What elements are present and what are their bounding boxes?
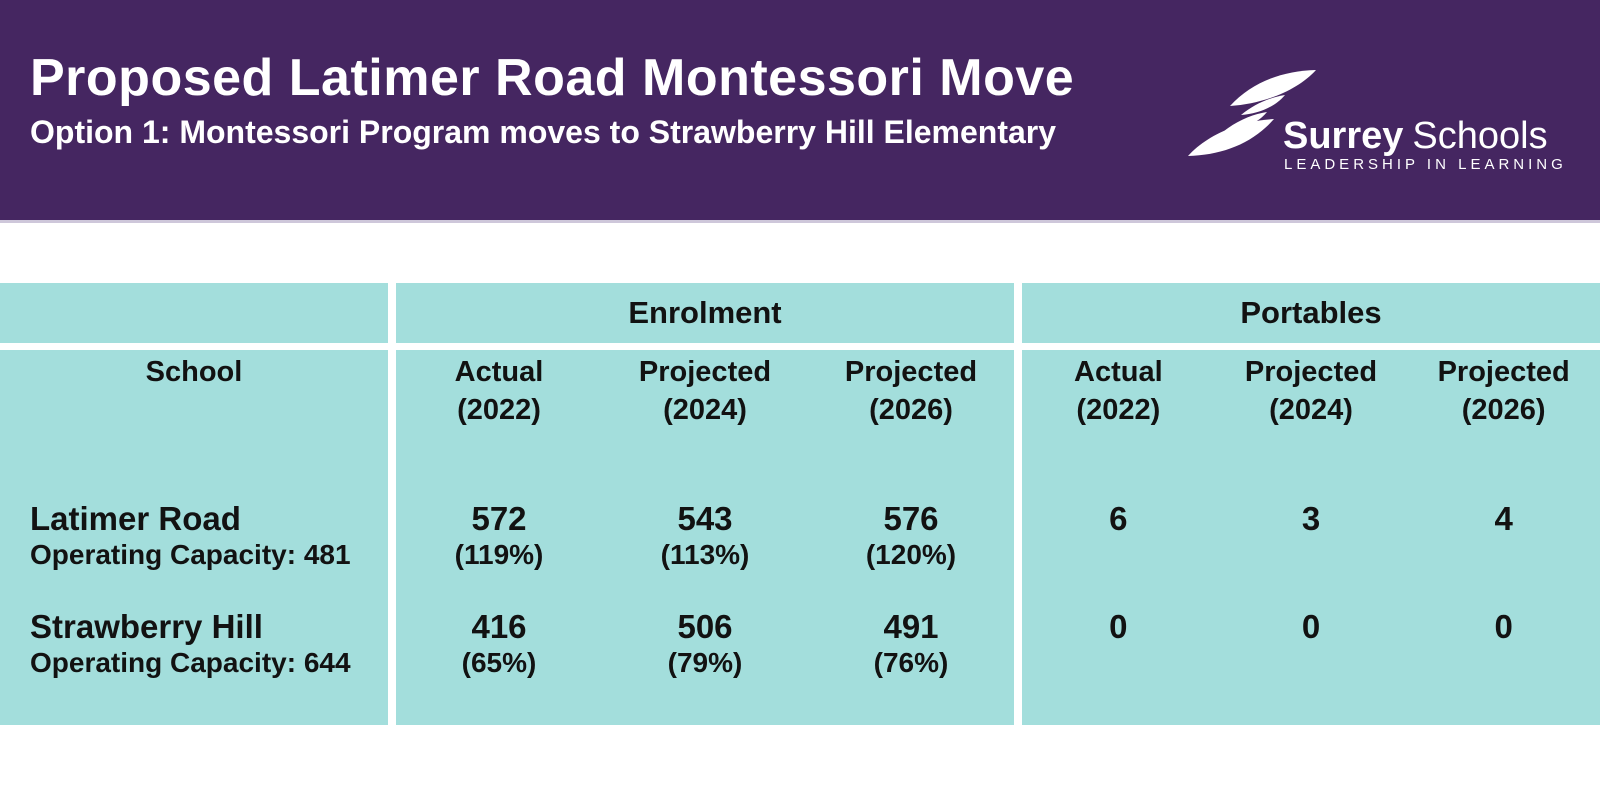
enrolment-percent: (120%)	[865, 539, 957, 570]
column-header-line2: (2022)	[457, 394, 541, 426]
spacer	[1215, 429, 1408, 500]
portables-cell: 0	[1022, 608, 1215, 680]
enrolment-value: 506	[677, 608, 733, 645]
spacer	[1407, 429, 1600, 500]
enrolment-percent: (79%)	[667, 647, 743, 678]
portables-group-body: Actual (2022) 6 0 Projected (2024)	[1022, 350, 1600, 725]
capacity-label: Operating Capacity: 481	[30, 539, 351, 570]
school-column: School Latimer Road Operating Capacity: …	[0, 350, 388, 725]
spacer	[1022, 572, 1215, 608]
leaf-swoosh-icon	[1188, 70, 1316, 156]
enrolment-col-actual-2022: Actual (2022) 572 (119%) 416 (65%)	[396, 350, 602, 725]
column-header-line1: Projected	[844, 356, 978, 388]
group-header-enrolment: Enrolment	[396, 283, 1014, 343]
table-row-school-latimer: Latimer Road Operating Capacity: 481	[0, 500, 388, 572]
spacer	[1022, 429, 1215, 500]
enrolment-group-body: Actual (2022) 572 (119%) 416 (65%) Proje…	[396, 350, 1014, 725]
enrolment-value: 543	[677, 500, 733, 537]
spacer	[1215, 572, 1408, 608]
enrolment-portables-table: Enrolment Portables School Latimer Road …	[0, 283, 1600, 725]
portables-empty-line	[1407, 538, 1600, 572]
enrolment-col-projected-2026: Projected (2026) 576 (120%) 491 (76%)	[808, 350, 1014, 725]
group-header-school-spacer-cell	[0, 283, 388, 343]
column-header: Actual (2022)	[1022, 353, 1215, 429]
column-header-line1: Actual	[1074, 356, 1163, 388]
column-header: Projected (2024)	[1215, 353, 1408, 429]
enrolment-percent: (119%)	[454, 539, 544, 570]
enrolment-cell: 491 (76%)	[808, 608, 1014, 680]
column-header-line2: (2022)	[1076, 394, 1161, 426]
column-header-line1: Actual	[454, 356, 544, 388]
enrolment-value: 576	[883, 500, 939, 537]
enrolment-col-projected-2024: Projected (2024) 543 (113%) 506 (79%)	[602, 350, 808, 725]
portables-cell: 4	[1407, 500, 1600, 572]
portables-cell: 6	[1022, 500, 1215, 572]
portables-empty-line	[1215, 538, 1408, 572]
enrolment-cell: 416 (65%)	[396, 608, 602, 680]
portables-col-projected-2024: Projected (2024) 3 0	[1215, 350, 1408, 725]
spacer	[1407, 572, 1600, 608]
school-name: Latimer Road	[30, 500, 241, 537]
page-title: Proposed Latimer Road Montessori Move	[30, 49, 1075, 107]
column-header: Actual (2022)	[396, 353, 602, 429]
portables-empty-line	[1215, 646, 1408, 680]
enrolment-percent: (65%)	[461, 647, 537, 678]
column-header-school: School	[145, 356, 243, 388]
enrolment-value: 416	[471, 608, 527, 645]
table-row-school-strawberry: Strawberry Hill Operating Capacity: 644	[0, 608, 388, 680]
spacer	[808, 429, 1014, 500]
page-subtitle: Option 1: Montessori Program moves to St…	[30, 114, 1057, 150]
enrolment-cell: 572 (119%)	[396, 500, 602, 572]
portables-cell: 3	[1215, 500, 1408, 572]
column-header-line2: (2024)	[1269, 394, 1353, 426]
spacer	[0, 429, 388, 500]
portables-value: 0	[1301, 608, 1321, 645]
enrolment-percent: (76%)	[873, 647, 949, 678]
enrolment-cell: 543 (113%)	[602, 500, 808, 572]
portables-value: 0	[1109, 608, 1128, 645]
portables-empty-line	[1407, 646, 1600, 680]
spacer	[808, 572, 1014, 608]
enrolment-percent: (113%)	[660, 539, 750, 570]
school-name: Strawberry Hill	[30, 608, 263, 645]
capacity-label: Operating Capacity: 644	[30, 647, 351, 678]
column-header-line2: (2026)	[869, 394, 953, 426]
column-header: Projected (2024)	[602, 353, 808, 429]
spacer	[396, 429, 602, 500]
column-header-line1: Projected	[1244, 356, 1378, 388]
enrolment-value: 572	[471, 500, 527, 537]
spacer	[396, 572, 602, 608]
group-header-portables: Portables	[1022, 283, 1600, 343]
surrey-schools-leaf-swoosh-icon	[1186, 67, 1318, 159]
column-header-line1: Projected	[1437, 356, 1570, 388]
column-header-line1: Projected	[638, 356, 772, 388]
enrolment-cell: 506 (79%)	[602, 608, 808, 680]
portables-value: 3	[1301, 500, 1321, 537]
brand-name: Surrey Schools	[1283, 116, 1548, 156]
portables-value: 0	[1494, 608, 1513, 645]
spacer	[602, 429, 808, 500]
portables-value: 4	[1494, 500, 1513, 537]
brand-name-secondary: Schools	[1412, 115, 1548, 157]
header-banner: Proposed Latimer Road Montessori Move Op…	[0, 0, 1600, 223]
brand-name-primary: Surrey	[1283, 115, 1404, 157]
portables-cell: 0	[1215, 608, 1408, 680]
portables-empty-line	[1022, 538, 1215, 572]
enrolment-value: 491	[883, 608, 939, 645]
column-header: Projected (2026)	[1407, 353, 1600, 429]
column-header-line2: (2026)	[1461, 394, 1546, 426]
enrolment-cell: 576 (120%)	[808, 500, 1014, 572]
portables-cell: 0	[1407, 608, 1600, 680]
portables-col-projected-2026: Projected (2026) 4 0	[1407, 350, 1600, 725]
portables-empty-line	[1022, 646, 1215, 680]
column-header-line2: (2024)	[663, 394, 747, 426]
portables-col-actual-2022: Actual (2022) 6 0	[1022, 350, 1215, 725]
spacer	[602, 572, 808, 608]
column-header: Projected (2026)	[808, 353, 1014, 429]
portables-value: 6	[1109, 500, 1128, 537]
brand-tagline: LEADERSHIP IN LEARNING	[1284, 156, 1567, 173]
spacer	[0, 572, 388, 608]
